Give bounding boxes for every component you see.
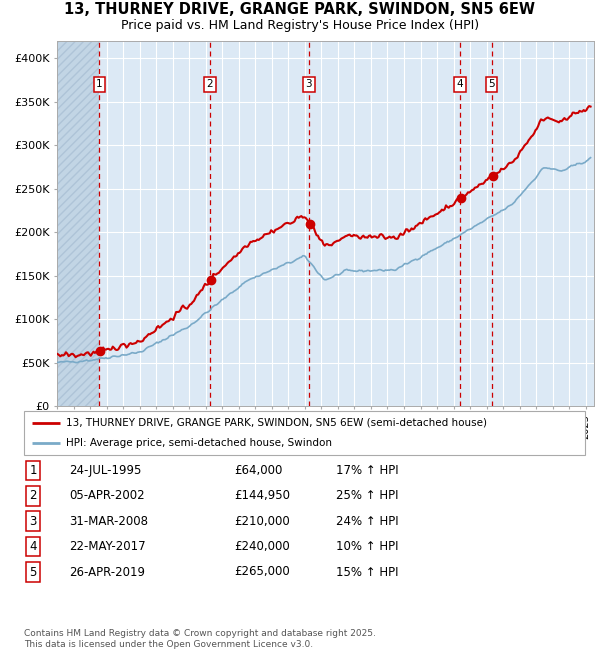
Text: Price paid vs. HM Land Registry's House Price Index (HPI): Price paid vs. HM Land Registry's House … xyxy=(121,20,479,32)
Text: 3: 3 xyxy=(305,79,312,90)
Text: 2: 2 xyxy=(206,79,213,90)
Text: £240,000: £240,000 xyxy=(234,540,290,553)
Text: 22-MAY-2017: 22-MAY-2017 xyxy=(69,540,146,553)
Text: £144,950: £144,950 xyxy=(234,489,290,502)
Text: 5: 5 xyxy=(29,566,37,578)
Text: 1: 1 xyxy=(29,464,37,477)
Text: 4: 4 xyxy=(29,540,37,553)
Text: 31-MAR-2008: 31-MAR-2008 xyxy=(69,515,148,528)
Text: 10% ↑ HPI: 10% ↑ HPI xyxy=(336,540,398,553)
Text: Contains HM Land Registry data © Crown copyright and database right 2025.
This d: Contains HM Land Registry data © Crown c… xyxy=(24,629,376,649)
Bar xyxy=(57,41,99,406)
Text: 17% ↑ HPI: 17% ↑ HPI xyxy=(336,464,398,477)
Text: 2: 2 xyxy=(29,489,37,502)
Text: 24-JUL-1995: 24-JUL-1995 xyxy=(69,464,142,477)
Text: 4: 4 xyxy=(457,79,463,90)
Text: 26-APR-2019: 26-APR-2019 xyxy=(69,566,145,578)
Text: 25% ↑ HPI: 25% ↑ HPI xyxy=(336,489,398,502)
FancyBboxPatch shape xyxy=(24,411,585,455)
Text: 5: 5 xyxy=(488,79,495,90)
Text: £210,000: £210,000 xyxy=(234,515,290,528)
Text: 15% ↑ HPI: 15% ↑ HPI xyxy=(336,566,398,578)
Text: £64,000: £64,000 xyxy=(234,464,283,477)
Text: 1: 1 xyxy=(96,79,103,90)
Text: £265,000: £265,000 xyxy=(234,566,290,578)
Text: 24% ↑ HPI: 24% ↑ HPI xyxy=(336,515,398,528)
Text: 13, THURNEY DRIVE, GRANGE PARK, SWINDON, SN5 6EW: 13, THURNEY DRIVE, GRANGE PARK, SWINDON,… xyxy=(65,2,536,17)
Text: 05-APR-2002: 05-APR-2002 xyxy=(69,489,145,502)
Text: 13, THURNEY DRIVE, GRANGE PARK, SWINDON, SN5 6EW (semi-detached house): 13, THURNEY DRIVE, GRANGE PARK, SWINDON,… xyxy=(66,418,487,428)
Text: 3: 3 xyxy=(29,515,37,528)
Text: HPI: Average price, semi-detached house, Swindon: HPI: Average price, semi-detached house,… xyxy=(66,437,332,448)
